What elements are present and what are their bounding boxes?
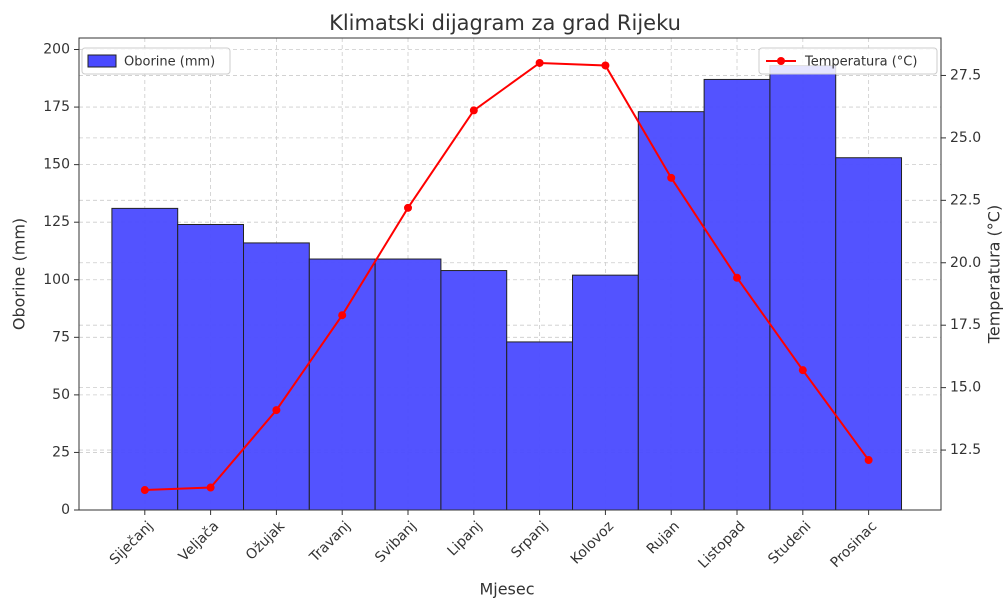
y-tick-label: 25 (52, 444, 70, 460)
y2-tick-label: 20.0 (950, 255, 981, 271)
bar (703, 78, 771, 511)
x-tick-label: Lipanj (445, 518, 486, 559)
y-tick-label: 175 (43, 99, 70, 115)
legend-label: Temperatura (°C) (804, 55, 917, 70)
legend-swatch (87, 54, 117, 68)
x-tick-label: Kolovoz (568, 518, 617, 567)
x-tick-label: Veljača (176, 518, 222, 564)
legend-label: Oborine (mm) (124, 55, 215, 70)
legend-box (758, 47, 938, 75)
bar (177, 223, 245, 511)
bar (111, 207, 179, 511)
legend-marker (777, 57, 785, 65)
y2-tick-label: 25.0 (950, 130, 981, 146)
point (864, 456, 873, 465)
point (667, 173, 676, 182)
point (206, 483, 215, 492)
x-axis-title: Mjesec (479, 580, 534, 599)
y-tick-label: 150 (43, 157, 70, 173)
point (272, 406, 281, 415)
x-tick-label: Listopad (695, 518, 748, 571)
x-tick-label: Ožujak (243, 518, 289, 564)
x-tick-label: Srpanj (508, 518, 551, 561)
x-tick-label: Studeni (765, 518, 814, 567)
y-tick-label: 50 (52, 387, 70, 403)
legend: Oborine (mm) (81, 47, 231, 75)
y-tick-label: 100 (43, 272, 70, 288)
bar (308, 258, 376, 511)
legend-box (81, 47, 231, 75)
bar (835, 157, 903, 511)
point (601, 61, 610, 70)
x-tick-label: Rujan (644, 518, 683, 557)
y2-tick-label: 15.0 (950, 380, 981, 396)
x-tick-label: Prosinac (828, 518, 881, 571)
x-tick-label: Siječanj (107, 518, 157, 568)
point (404, 203, 413, 212)
y-tick-label: 75 (52, 329, 70, 345)
y2-tick-label: 22.5 (950, 192, 981, 208)
bar (440, 270, 508, 511)
chart-title: Klimatski dijagram za grad Rijeku (329, 11, 681, 35)
plot-frame (78, 37, 942, 511)
y-tick-label: 200 (43, 42, 70, 58)
point (140, 486, 149, 495)
y2-tick-label: 12.5 (950, 442, 981, 458)
point (733, 273, 742, 282)
x-tick-label: Travanj (306, 518, 354, 566)
bar (637, 111, 705, 511)
point (469, 106, 478, 115)
point (338, 311, 347, 320)
y-axis-title: Oborine (mm) (10, 218, 29, 330)
y-tick-label: 125 (43, 214, 70, 230)
point (535, 58, 544, 67)
bar (374, 258, 442, 511)
point (798, 366, 807, 375)
bar (572, 274, 639, 511)
line (144, 61, 870, 492)
x-tick-label: Svibanj (372, 518, 420, 566)
y-tick-label: 0 (61, 502, 70, 518)
y2-tick-label: 17.5 (950, 317, 981, 333)
y2-axis-title: Temperatura (°C) (985, 205, 1004, 344)
bar (769, 65, 837, 511)
bar (506, 341, 574, 511)
y2-tick-label: 27.5 (950, 67, 981, 83)
legend: Temperatura (°C) (758, 47, 938, 75)
